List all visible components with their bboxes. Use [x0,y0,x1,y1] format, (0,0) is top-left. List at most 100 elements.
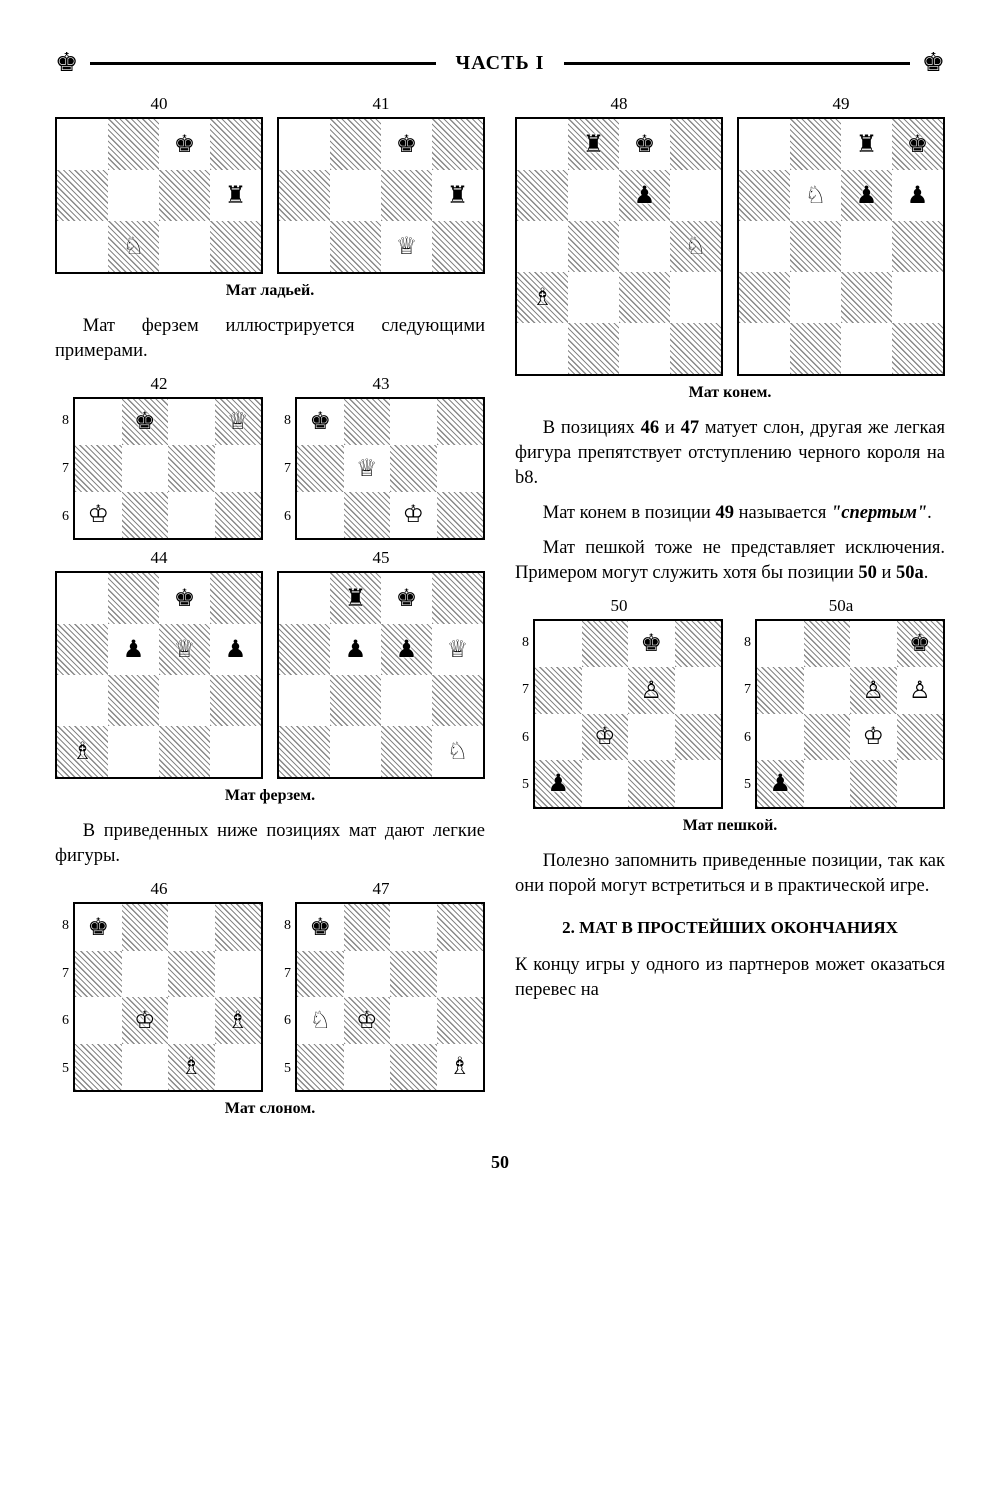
board-square: ♗ [215,997,262,1044]
chess-board: ♚♘♔♗ [295,902,485,1092]
board-square [75,951,122,998]
board-square [568,272,619,323]
board-square: ♙ [628,667,675,714]
board-square [390,951,437,998]
page-number: 50 [55,1152,945,1173]
para-1: Мат ферзем иллюстрируется следующими при… [55,314,485,364]
board-square [628,760,675,807]
chess-board: ♜♚♟♟♕♘ [277,571,485,779]
board-square [432,119,483,170]
chess-board: ♚♜♘ [55,117,263,274]
para-6: Полезно запомнить приведен­ные позиции, … [515,849,945,899]
chess-board: ♚♕♔ [73,397,263,541]
board-square [897,760,944,807]
caption-pawn: Мат пешкой. [515,817,945,835]
board-square [57,119,108,170]
board-square: ♗ [437,1044,484,1091]
board-square [122,445,169,492]
diagram-number: 50 [515,596,723,616]
board-square [108,573,159,624]
board-square: ♔ [122,997,169,1044]
chess-board: ♚♟♕♟♗ [55,571,263,779]
board-square [670,119,721,170]
board-square [897,714,944,761]
board-square [841,221,892,272]
board-square: ♗ [57,726,108,777]
board-square [75,1044,122,1091]
board-square: ♜ [841,119,892,170]
board-square [619,323,670,374]
board-square [168,399,215,446]
board-square: ♕ [432,624,483,675]
para-7: К концу игры у одного из партне­ров може… [515,953,945,1003]
rank-labels: 8765 [55,902,73,1092]
board-square: ♘ [790,170,841,221]
board-square [390,399,437,446]
board-square [804,667,851,714]
board-square [790,272,841,323]
board-square [344,399,391,446]
diagram-49: 49♜♚♘♟♟ [737,94,945,376]
chess-board: ♜♚♟♘♗ [515,117,723,376]
board-square: ♟ [841,170,892,221]
board-square [582,621,629,668]
king-icon-right: ♚ [922,50,945,76]
board-square: ♚ [892,119,943,170]
board-square [757,714,804,761]
board-square: ♟ [619,170,670,221]
board-square [432,221,483,272]
board-square [330,119,381,170]
board-square: ♚ [75,904,122,951]
board-square [892,221,943,272]
board-square: ♔ [850,714,897,761]
board-square [297,951,344,998]
board-square [168,445,215,492]
para-5: Мат пешкой тоже не представ­ляет исключе… [515,536,945,586]
board-square [108,675,159,726]
diagram-41: 41♚♜♕ [277,94,485,274]
board-square [108,170,159,221]
diagram-44: 44♚♟♕♟♗ [55,548,263,779]
header-rule [564,62,909,65]
board-square [841,272,892,323]
board-square: ♚ [297,904,344,951]
board-square: ♘ [432,726,483,777]
header-rule [90,62,435,65]
board-square [390,1044,437,1091]
board-square: ♟ [535,760,582,807]
board-square [790,323,841,374]
chess-board: ♚♙♙♔♟ [755,619,945,809]
board-square [330,221,381,272]
board-square [159,170,210,221]
board-square [159,221,210,272]
board-square [619,272,670,323]
board-square [535,714,582,761]
board-square [535,667,582,714]
board-square [517,323,568,374]
board-square [568,323,619,374]
diagram-number: 43 [277,374,485,394]
board-square [437,904,484,951]
diagram-42: 42876♚♕♔ [55,374,263,541]
board-square: ♟ [757,760,804,807]
rank-labels: 876 [277,397,295,541]
board-square [437,492,484,539]
board-square [757,667,804,714]
board-square: ♟ [108,624,159,675]
board-square [344,492,391,539]
board-square [790,119,841,170]
board-square [568,221,619,272]
board-square [168,492,215,539]
board-square: ♚ [381,573,432,624]
board-square: ♔ [582,714,629,761]
board-square [108,726,159,777]
diagram-43: 43876♚♕♔ [277,374,485,541]
left-column: 40♚♜♘ 41♚♜♕ Мат ладьей. Мат ферзем иллюс… [55,94,485,1132]
board-square [75,399,122,446]
board-square [670,170,721,221]
caption-bishop: Мат слоном. [55,1100,485,1118]
board-square: ♚ [122,399,169,446]
board-square [739,170,790,221]
para-4: Мат конем в позиции 49 назы­вается "спер… [515,501,945,526]
board-square: ♔ [344,997,391,1044]
